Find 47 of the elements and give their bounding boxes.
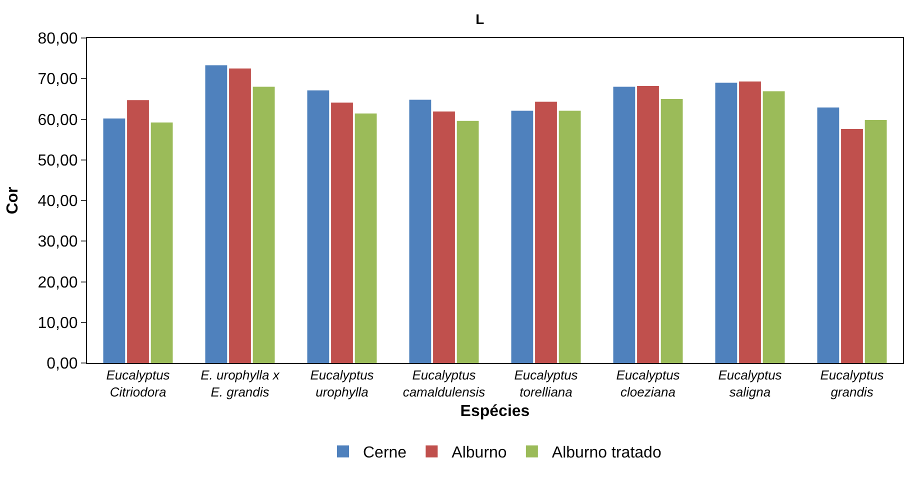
bar	[660, 98, 683, 363]
y-tick-label: 20,00	[38, 274, 78, 292]
x-axis-title: Espécies	[460, 403, 530, 420]
x-tick-label: Eucalyptus urophylla	[310, 368, 374, 400]
bar	[354, 114, 377, 363]
bar	[433, 112, 455, 363]
bar	[229, 68, 251, 363]
y-tick-label: 70,00	[38, 71, 78, 88]
bar	[331, 102, 353, 363]
legend-label: Alburno	[452, 444, 507, 462]
bar	[456, 120, 479, 363]
y-tick-label: 10,00	[38, 314, 78, 332]
bar	[252, 86, 275, 363]
legend-label: Alburno tratado	[552, 444, 662, 462]
x-tick-label: E. urophylla x E. grandis	[200, 368, 280, 400]
y-tick-label: 80,00	[38, 30, 78, 48]
chart-title: L	[476, 11, 485, 28]
x-tick-label: Eucalyptus grandis	[820, 368, 884, 400]
x-tick-label: Eucalyptus cloeziana	[616, 368, 680, 400]
x-tick-label: Eucalyptus Citriodora	[106, 368, 170, 400]
y-tick-label: 60,00	[38, 112, 78, 129]
bar	[150, 122, 173, 363]
bar	[762, 91, 785, 363]
bar	[739, 81, 761, 363]
bar	[511, 110, 534, 363]
y-tick-label: 50,00	[38, 152, 78, 170]
bar	[127, 100, 149, 363]
x-tick-label: Eucalyptus torelliana	[514, 368, 578, 400]
bar	[558, 110, 581, 363]
legend-label: Cerne	[363, 444, 407, 462]
bar	[409, 100, 432, 363]
y-tick-label: 30,00	[38, 234, 78, 251]
bar	[715, 82, 738, 363]
bar	[535, 102, 557, 363]
y-tick-label: 0,00	[46, 356, 78, 373]
bar	[864, 120, 887, 363]
bar	[637, 86, 659, 363]
x-tick-label: Eucalyptus camaldulensis	[402, 368, 486, 400]
bar	[103, 118, 126, 363]
bar	[613, 86, 636, 363]
y-axis-title: Cor	[4, 186, 22, 214]
bar	[817, 107, 840, 363]
y-tick-label: 40,00	[38, 193, 78, 210]
x-tick-label: Eucalyptus saligna	[718, 368, 782, 400]
bar	[205, 65, 228, 363]
bar	[307, 90, 330, 363]
bar	[841, 129, 863, 363]
